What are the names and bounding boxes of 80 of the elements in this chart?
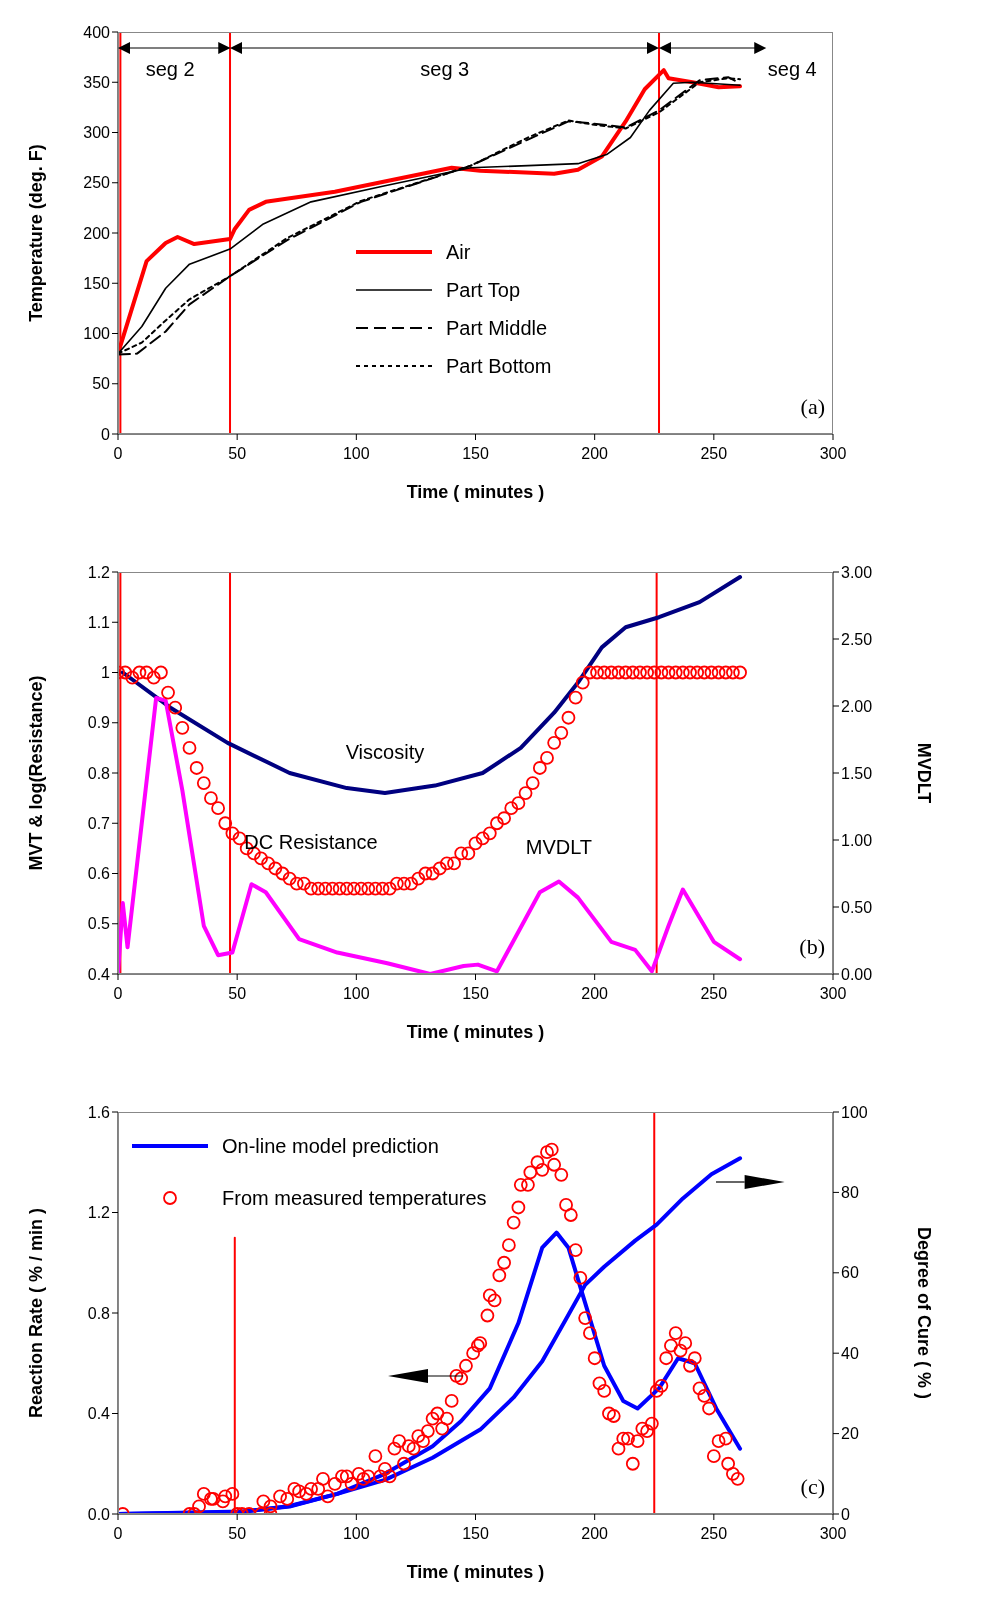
y2-axis-title: MVDLT xyxy=(913,742,934,804)
y-tick-label: 0.5 xyxy=(87,915,111,933)
y-tick-label: 1.1 xyxy=(87,613,111,631)
y2-tick-label: 100 xyxy=(841,1103,868,1121)
y-tick-label: 250 xyxy=(83,174,111,192)
annotation: (b) xyxy=(799,934,825,960)
y-tick-label: 0.8 xyxy=(87,1304,111,1322)
series-label: MVDLT xyxy=(524,835,594,859)
y2-tick-label: 60 xyxy=(841,1264,859,1282)
y-tick-label: 0.8 xyxy=(87,764,111,782)
x-tick-label: 50 xyxy=(228,1525,247,1543)
y-tick-label: 350 xyxy=(83,73,111,91)
annotation: (c) xyxy=(800,1474,825,1500)
y-tick-label: 0.4 xyxy=(87,1405,111,1423)
y-tick-label: 0.7 xyxy=(87,814,111,832)
x-tick-label: 300 xyxy=(819,985,847,1003)
legend-label: Part Top xyxy=(445,278,521,302)
x-tick-label: 50 xyxy=(228,445,247,463)
x-tick-label: 200 xyxy=(581,445,609,463)
x-tick-label: 250 xyxy=(700,985,728,1003)
x-tick-label: 250 xyxy=(700,1525,728,1543)
x-tick-label: 0 xyxy=(113,985,123,1003)
x-tick-label: 0 xyxy=(113,1525,123,1543)
x-axis-title: Time ( minutes ) xyxy=(406,1562,545,1582)
annotation: seg 4 xyxy=(766,58,818,82)
y-tick-label: 400 xyxy=(83,23,111,41)
y2-tick-label: 1.50 xyxy=(841,764,873,782)
y2-tick-label: 0.50 xyxy=(841,898,873,916)
y2-tick-label: 3.00 xyxy=(841,563,873,581)
y-tick-label: 100 xyxy=(83,325,111,343)
y2-tick-label: 80 xyxy=(841,1184,859,1202)
x-tick-label: 150 xyxy=(462,985,489,1003)
y2-tick-label: 0 xyxy=(841,1505,850,1523)
y-tick-label: 1.2 xyxy=(87,1204,111,1222)
y-tick-label: 1 xyxy=(101,664,111,682)
legend-label: From measured temperatures xyxy=(222,1186,487,1210)
y2-axis-title: Degree of Cure ( % ) xyxy=(913,1226,934,1400)
y-tick-label: 200 xyxy=(83,224,111,242)
series-label: DC Resistance xyxy=(243,830,379,854)
y-axis-title: Reaction Rate ( % / min ) xyxy=(26,1207,47,1419)
legend-label: Part Bottom xyxy=(445,354,552,378)
x-tick-label: 300 xyxy=(819,1525,847,1543)
y-tick-label: 0.4 xyxy=(87,965,111,983)
x-tick-label: 100 xyxy=(342,445,370,463)
x-tick-label: 200 xyxy=(581,985,609,1003)
series-label: Viscosity xyxy=(344,741,426,765)
x-tick-label: 250 xyxy=(700,445,728,463)
y-axis-title: MVT & log(Resistance) xyxy=(26,675,47,871)
y2-tick-label: 0.00 xyxy=(841,965,873,983)
y2-tick-label: 2.00 xyxy=(841,697,873,715)
x-tick-label: 200 xyxy=(581,1525,609,1543)
y-tick-label: 1.6 xyxy=(87,1103,111,1121)
annotation: seg 2 xyxy=(144,58,196,82)
y-axis-title: Temperature (deg. F) xyxy=(26,144,47,322)
legend-label: Air xyxy=(445,240,471,264)
y2-tick-label: 2.50 xyxy=(841,630,873,648)
y-tick-label: 50 xyxy=(92,375,111,393)
y-tick-label: 0.6 xyxy=(87,865,111,883)
y-tick-label: 0.0 xyxy=(87,1505,111,1523)
annotation: seg 3 xyxy=(419,58,471,82)
x-tick-label: 100 xyxy=(342,985,370,1003)
x-tick-label: 50 xyxy=(228,985,247,1003)
legend-label: Part Middle xyxy=(445,316,548,340)
x-tick-label: 150 xyxy=(462,445,489,463)
annotation: (a) xyxy=(800,394,825,420)
y-tick-label: 0.9 xyxy=(87,714,111,732)
y2-tick-label: 20 xyxy=(841,1425,859,1443)
y-tick-label: 0 xyxy=(101,425,111,443)
x-axis-title: Time ( minutes ) xyxy=(406,482,545,502)
y2-tick-label: 1.00 xyxy=(841,831,873,849)
y2-tick-label: 40 xyxy=(841,1344,859,1362)
y-tick-label: 150 xyxy=(83,274,111,292)
x-tick-label: 0 xyxy=(113,445,123,463)
x-axis-title: Time ( minutes ) xyxy=(406,1022,545,1042)
legend-label: On-line model prediction xyxy=(222,1134,439,1158)
y-tick-label: 1.2 xyxy=(87,563,111,581)
x-tick-label: 150 xyxy=(462,1525,489,1543)
y-tick-label: 300 xyxy=(83,124,111,142)
x-tick-label: 100 xyxy=(342,1525,370,1543)
x-tick-label: 300 xyxy=(819,445,847,463)
